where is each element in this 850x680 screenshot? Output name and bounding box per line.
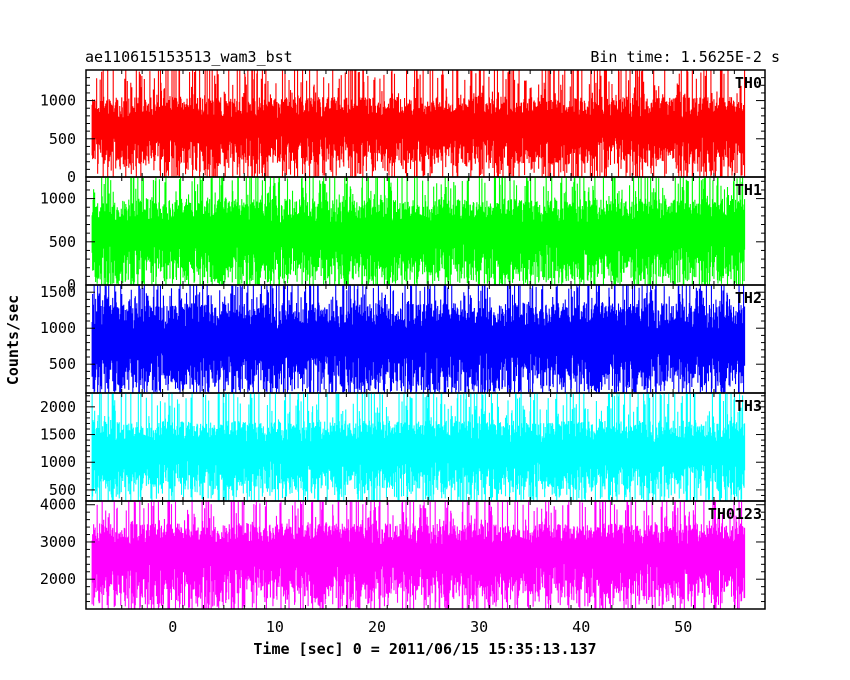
y-tick-label: 3000 — [40, 533, 76, 551]
x-tick-label: 20 — [368, 618, 386, 636]
panel-label: TH0 — [735, 74, 762, 92]
x-axis-label: Time [sec] 0 = 2011/06/15 15:35:13.137 — [253, 640, 596, 658]
panel-th1: 0 500 1000 TH1 — [40, 176, 766, 294]
series-th1 — [91, 177, 746, 285]
y-tick-label: 1000 — [40, 92, 76, 110]
panel-label: TH0123 — [708, 505, 762, 523]
y-tick-label: 1500 — [40, 426, 76, 444]
x-tick-label: 50 — [674, 618, 692, 636]
x-tick-label: 30 — [470, 618, 488, 636]
y-tick-label: 0 — [67, 168, 76, 186]
series-th0 — [91, 70, 746, 177]
y-tick-label: 1000 — [40, 190, 76, 208]
y-tick-label: 1000 — [40, 319, 76, 337]
panel-th0123: 2000 3000 4000 TH0123 — [40, 496, 766, 610]
y-tick-label: 500 — [49, 481, 76, 499]
y-tick-label: 1500 — [40, 283, 76, 301]
panel-label: TH1 — [735, 181, 762, 199]
y-tick-label: 4000 — [40, 496, 76, 514]
series-th3 — [91, 393, 746, 501]
chart-title: ae110615153513_wam3_bst — [85, 48, 293, 66]
x-tick-label: 0 — [168, 618, 177, 636]
y-tick-label: 500 — [49, 130, 76, 148]
panel-th2: 500 1000 1500 TH2 — [40, 283, 766, 394]
x-tick-label: 40 — [572, 618, 590, 636]
series-th0123 — [91, 501, 746, 609]
panel-label: TH3 — [735, 397, 762, 415]
panel-label: TH2 — [735, 289, 762, 307]
y-tick-label: 2000 — [40, 398, 76, 416]
panel-th0: 0 500 1000 TH0 — [40, 69, 766, 186]
y-axis-label: Counts/sec — [4, 295, 22, 385]
y-tick-label: 500 — [49, 355, 76, 373]
chart-subtitle: Bin time: 1.5625E-2 s — [590, 48, 780, 66]
y-tick-label: 2000 — [40, 570, 76, 588]
panel-frame — [85, 500, 766, 610]
series-th2 — [91, 285, 746, 393]
y-tick-label: 1000 — [40, 453, 76, 471]
y-tick-label: 500 — [49, 233, 76, 251]
panel-th3: 500 1000 1500 2000 TH3 — [40, 392, 766, 502]
x-tick-label: 10 — [266, 618, 284, 636]
y-tick-label: 0 — [67, 276, 76, 294]
